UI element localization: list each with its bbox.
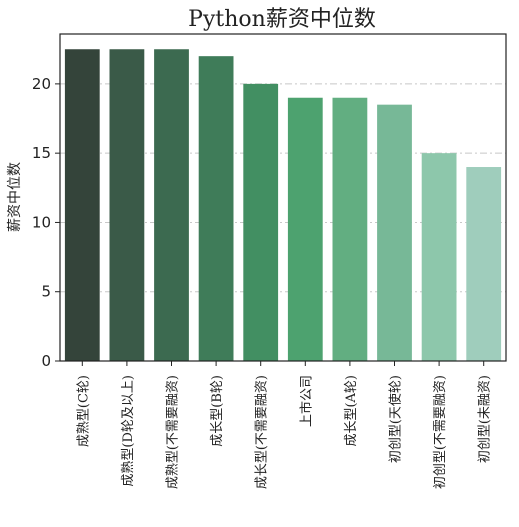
x-tick-label: 成熟型(D轮及以上) [120,375,136,487]
plot-frame [59,33,507,362]
x-tick-label: 成长型(不需要融资) [255,375,270,489]
x-tick-label: 上市公司 [298,375,314,427]
y-tick-label: 5 [41,283,51,301]
y-tick-label: 20 [32,75,51,93]
x-tick-label: 成长型(B轮) [210,375,225,447]
bar [421,153,457,361]
bar [198,56,234,361]
bar [154,49,189,362]
y-tick-label: 15 [32,144,51,162]
y-axis-ticks: 0 5 10 15 20 [32,75,60,370]
bar [377,104,412,361]
chart-title: Python薪资中位数 [188,7,376,32]
x-tick-label: 初创型(天使轮) [388,375,404,463]
y-axis-label: 薪资中位数 [7,162,23,232]
bar [243,83,279,362]
x-tick-label: 初创型(未融资) [478,375,493,463]
x-tick-label: 初创型(不需要融资) [433,375,448,489]
y-tick-label: 10 [32,213,51,231]
bar [332,97,368,361]
bar [466,167,502,361]
x-tick-label: 成长型(A轮) [344,375,359,447]
bar [287,97,323,361]
bar [64,49,100,362]
bar [109,49,145,362]
bars [64,49,502,362]
y-tick-label: 0 [41,352,51,370]
x-tick-label: 成熟型(C轮) [75,375,91,447]
x-tick-label: 成熟型(不需要融资) [165,375,181,489]
x-axis-ticks: 成熟型(C轮) 成熟型(D轮及以上) 成熟型(不需要融资) 成长型(B轮) 成长型(不需… [75,361,493,489]
